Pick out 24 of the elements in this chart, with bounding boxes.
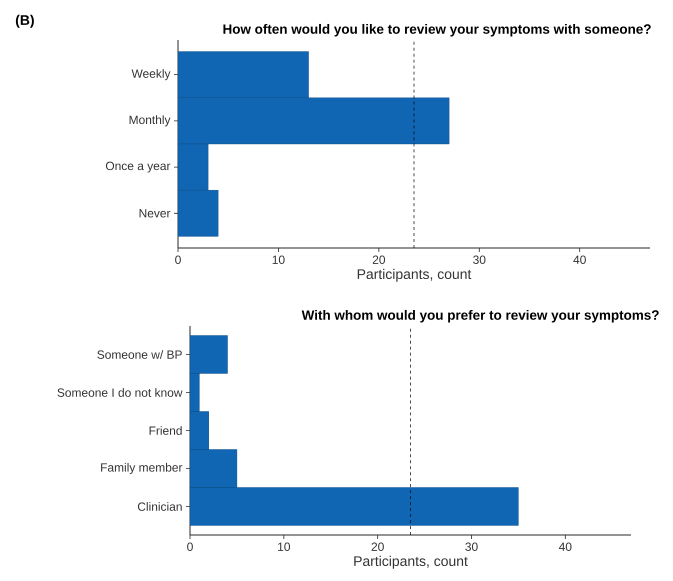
x-tick-label: 0	[187, 542, 193, 551]
y-tick-label: Clinician	[138, 502, 182, 511]
x-tick-label: 40	[573, 256, 586, 264]
y-tick-label: Friend	[150, 426, 182, 435]
x-tick-label: 30	[473, 256, 486, 264]
x-tick-label: 10	[278, 542, 290, 551]
x-tick-label: 20	[372, 542, 384, 551]
x-tick-label: 20	[372, 256, 386, 264]
x-tick-label: 10	[272, 256, 285, 264]
y-tick-label: Someone I do not know	[57, 388, 182, 397]
x-tick-label: 0	[175, 256, 181, 264]
y-tick-label: Once a year	[106, 162, 170, 173]
chart-title: With whom would you prefer to review your symptoms?	[302, 310, 659, 322]
y-tick-label: Someone w/ BP	[97, 350, 182, 359]
y-tick-label: Weekly	[132, 69, 170, 80]
y-tick-label: Family member	[101, 462, 182, 474]
x-axis-title: Participants, count	[354, 556, 468, 569]
x-tick-label: 40	[558, 542, 572, 551]
y-tick-label: Never	[140, 209, 170, 218]
x-axis-title: Participants, count	[358, 268, 472, 282]
x-tick-label: 30	[465, 542, 478, 551]
chart-title: How often would you like to review your symptoms with someone?	[223, 24, 651, 36]
text: (B)	[16, 14, 34, 28]
y-tick-label: Monthly	[130, 115, 170, 126]
